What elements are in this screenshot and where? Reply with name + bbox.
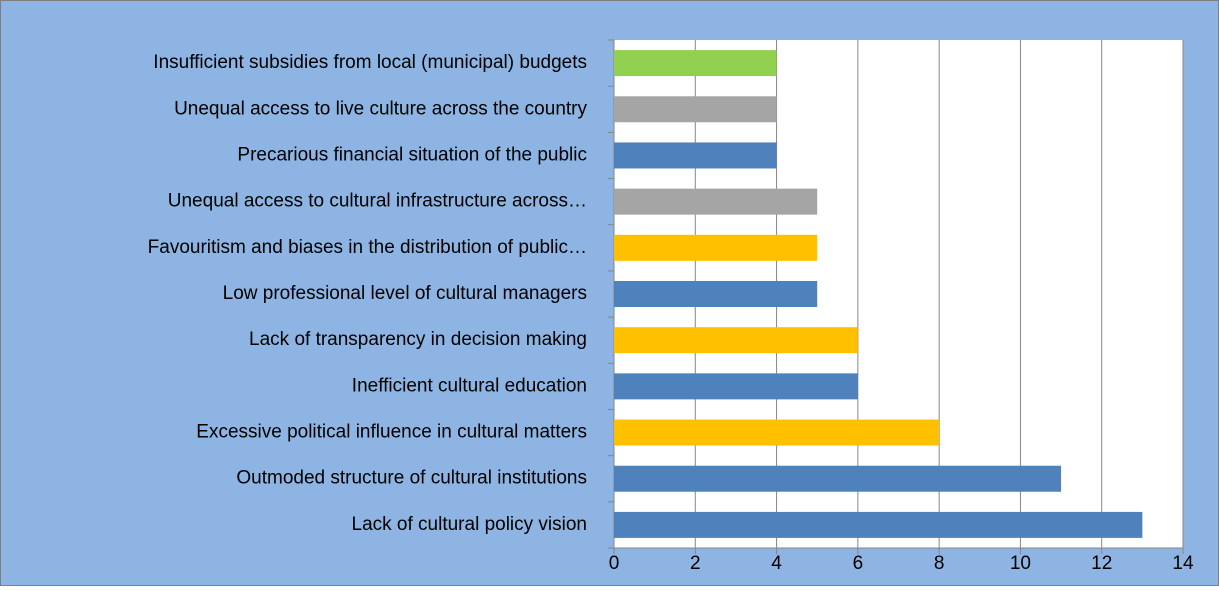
y-tick-label: Favouritism and biases in the distributi… [148,237,587,258]
y-tick-label: Lack of cultural policy vision [352,514,588,535]
x-tick-label: 0 [609,553,620,574]
x-tick-label: 4 [771,553,782,574]
bar [614,511,1143,538]
x-tick-label: 12 [1091,553,1112,574]
bar [614,419,940,446]
y-tick-label: Precarious financial situation of the pu… [237,144,587,165]
x-tick-label: 14 [1172,553,1194,574]
bar [614,373,858,400]
bar [614,142,777,169]
bar [614,96,777,123]
x-tick-label: 6 [853,553,864,574]
bar [614,188,818,215]
y-tick-label: Excessive political influence in cultura… [196,422,587,443]
bar [614,234,818,261]
bar [614,465,1062,492]
y-tick-label: Low professional level of cultural manag… [223,283,587,304]
y-tick-label: Unequal access to live culture across th… [174,98,587,119]
x-tick-label: 2 [690,553,701,574]
bar [614,281,818,307]
y-tick-label: Lack of transparency in decision making [249,329,587,350]
y-tick-label: Outmoded structure of cultural instituti… [236,468,587,489]
bar [614,327,858,354]
bar [614,50,777,77]
y-tick-label: Inefficient cultural education [352,375,587,396]
x-tick-label: 8 [934,553,945,574]
y-tick-label: Insufficient subsidies from local (munic… [153,52,587,73]
x-tick-label: 10 [1010,553,1031,574]
y-tick-label: Unequal access to cultural infrastructur… [168,191,587,212]
